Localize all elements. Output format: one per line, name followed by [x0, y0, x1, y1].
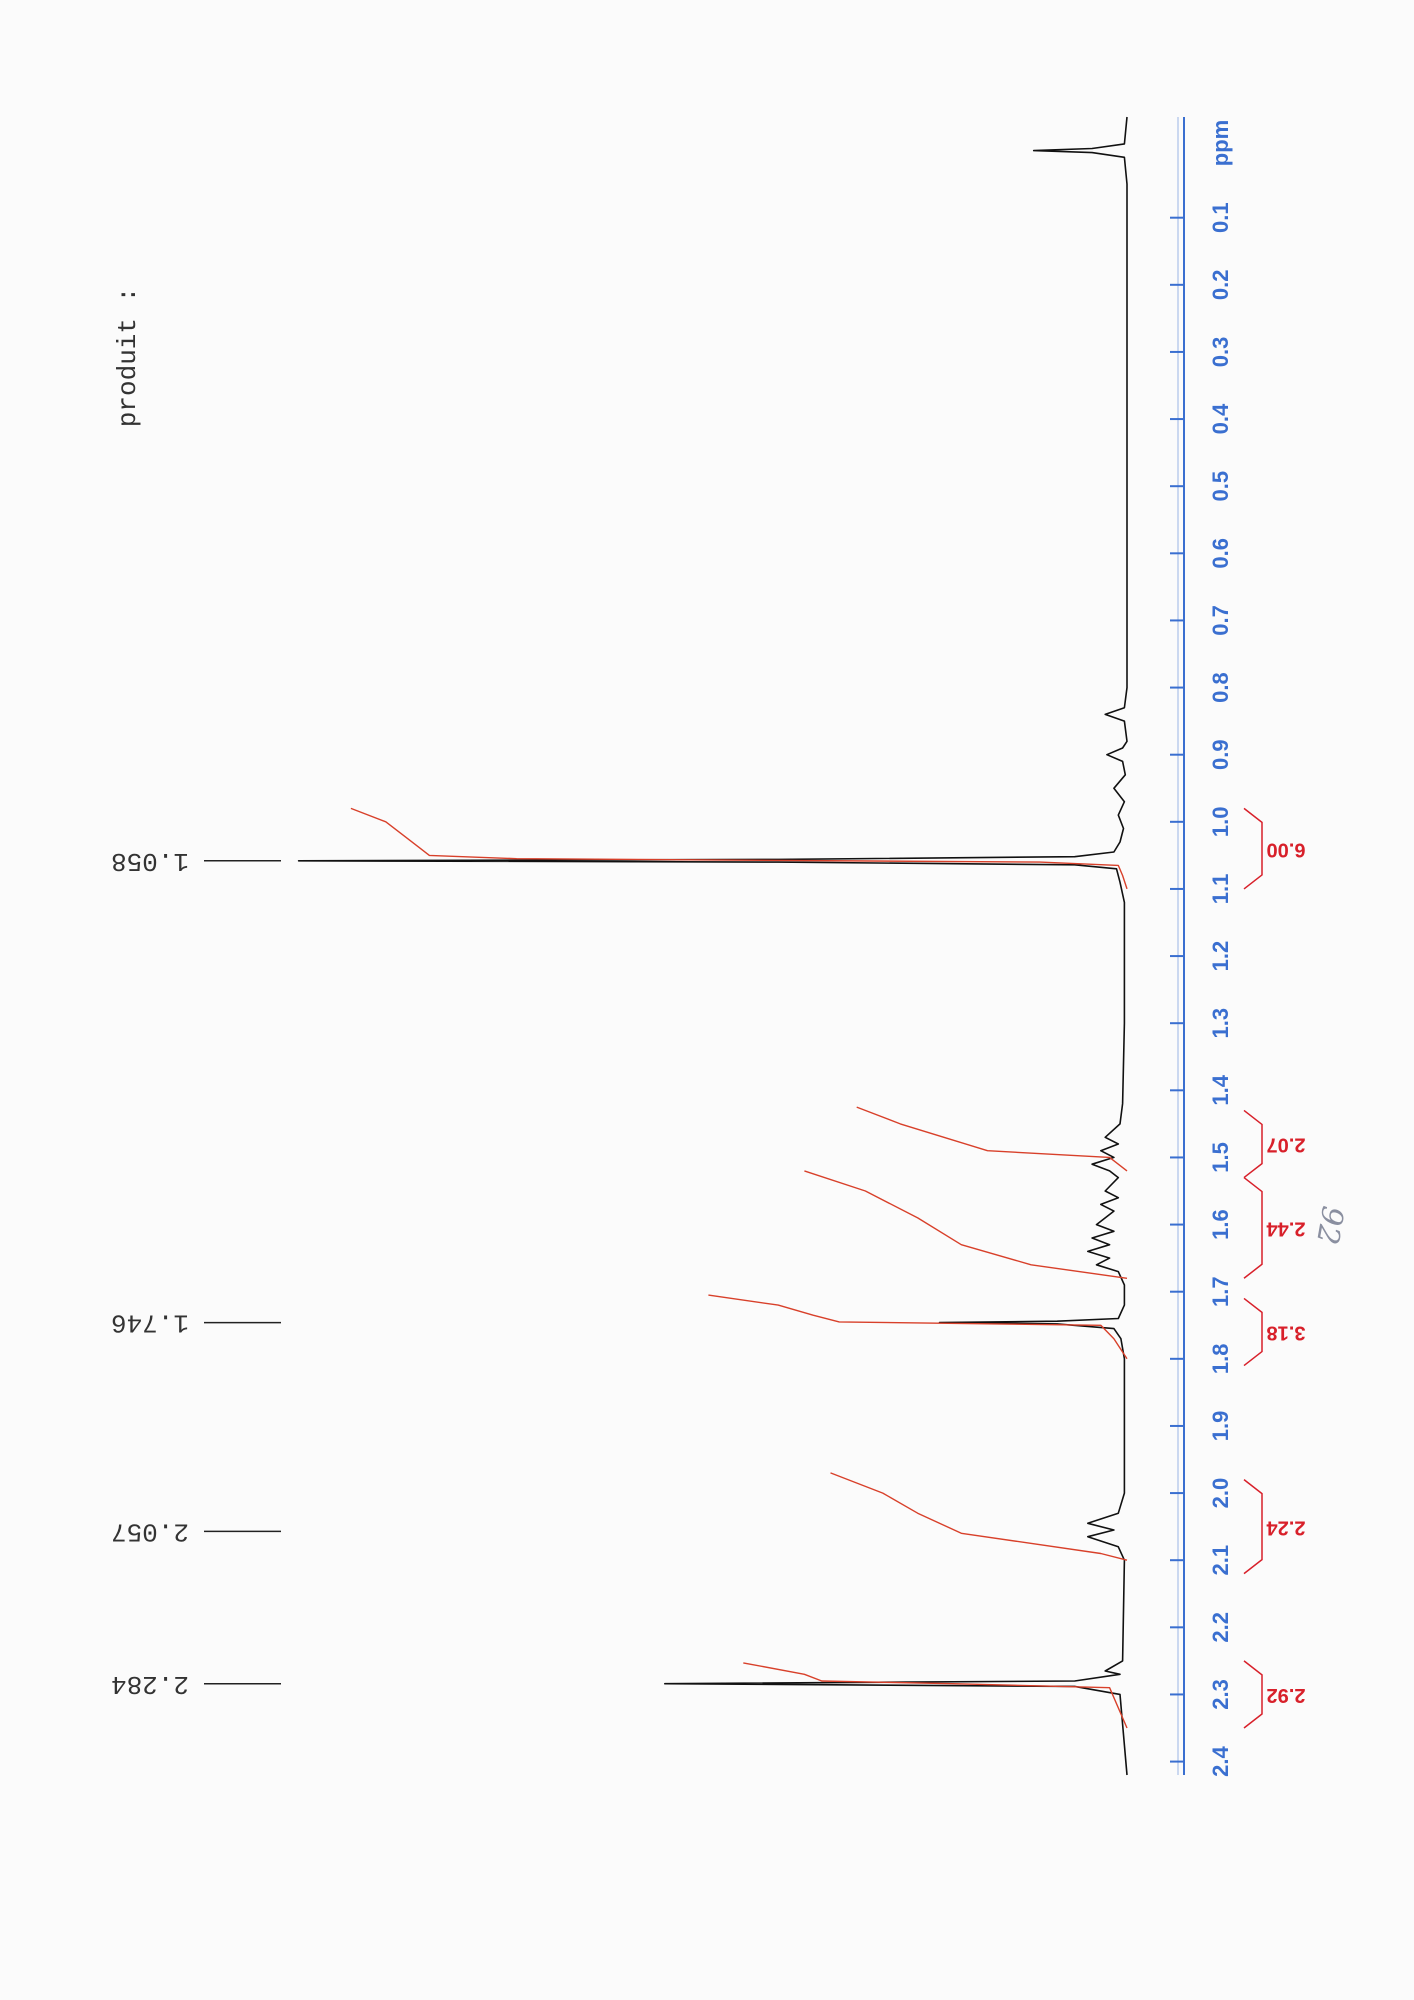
x-tick-label: 2.4 — [1208, 1746, 1233, 1777]
peak-label: 2.057 — [111, 1516, 189, 1546]
x-tick-label: 1.4 — [1208, 1074, 1233, 1105]
integral-curve — [830, 1472, 1128, 1561]
peak-label: 1.746 — [111, 1308, 189, 1338]
x-tick-label: 2.1 — [1208, 1545, 1233, 1576]
x-tick-label: 2.0 — [1208, 1478, 1233, 1509]
x-tick-label: 1.5 — [1208, 1142, 1233, 1173]
peak-label: 1.058 — [111, 846, 189, 876]
x-tick-label: 0.5 — [1208, 471, 1233, 502]
peak-label: 2.284 — [111, 1669, 189, 1699]
spectrum-line — [297, 116, 1128, 1776]
x-tick-label: 0.7 — [1208, 605, 1233, 636]
integral-label: 2.07 — [1267, 1134, 1306, 1156]
integral-curve — [856, 1106, 1128, 1172]
integral-curve — [350, 807, 1128, 890]
x-tick-label: 1.2 — [1208, 941, 1233, 972]
x-tick-label: 0.1 — [1208, 202, 1233, 233]
integral-label: 3.18 — [1267, 1322, 1306, 1344]
x-tick-label: 0.2 — [1208, 270, 1233, 301]
integral-curve — [743, 1662, 1128, 1729]
x-tick-label: 1.6 — [1208, 1209, 1233, 1240]
x-tick-label: 0.6 — [1208, 538, 1233, 569]
integral-label: 6.00 — [1267, 838, 1306, 860]
x-tick-label: 0.3 — [1208, 337, 1233, 368]
x-tick-label: 1.0 — [1208, 807, 1233, 838]
x-tick-label: 1.8 — [1208, 1344, 1233, 1375]
x-tick-label: 2.3 — [1208, 1679, 1233, 1710]
integral-curve — [708, 1294, 1128, 1360]
handwritten-note: 92 — [1309, 1203, 1350, 1247]
x-tick-label: 1.7 — [1208, 1276, 1233, 1307]
x-axis-label: ppm — [1208, 120, 1233, 166]
x-tick-label: 1.9 — [1208, 1411, 1233, 1442]
x-tick-label: 1.1 — [1208, 874, 1233, 905]
integral-bracket — [1243, 807, 1263, 890]
integral-bracket — [1243, 1479, 1263, 1575]
x-tick-label: 0.9 — [1208, 739, 1233, 770]
x-tick-label: 1.3 — [1208, 1008, 1233, 1039]
integral-label: 2.24 — [1266, 1516, 1306, 1538]
integral-bracket — [1243, 1297, 1263, 1367]
integral-curve — [804, 1170, 1128, 1279]
integral-bracket — [1243, 1176, 1263, 1279]
integral-label: 2.92 — [1267, 1684, 1306, 1706]
x-tick-label: 0.4 — [1208, 403, 1233, 434]
integral-label: 2.44 — [1266, 1218, 1306, 1240]
x-tick-label: 2.2 — [1208, 1612, 1233, 1643]
x-tick-label: 0.8 — [1208, 672, 1233, 703]
integral-bracket — [1243, 1109, 1263, 1179]
integral-bracket — [1243, 1660, 1263, 1729]
sample-label: produit : — [113, 287, 143, 427]
